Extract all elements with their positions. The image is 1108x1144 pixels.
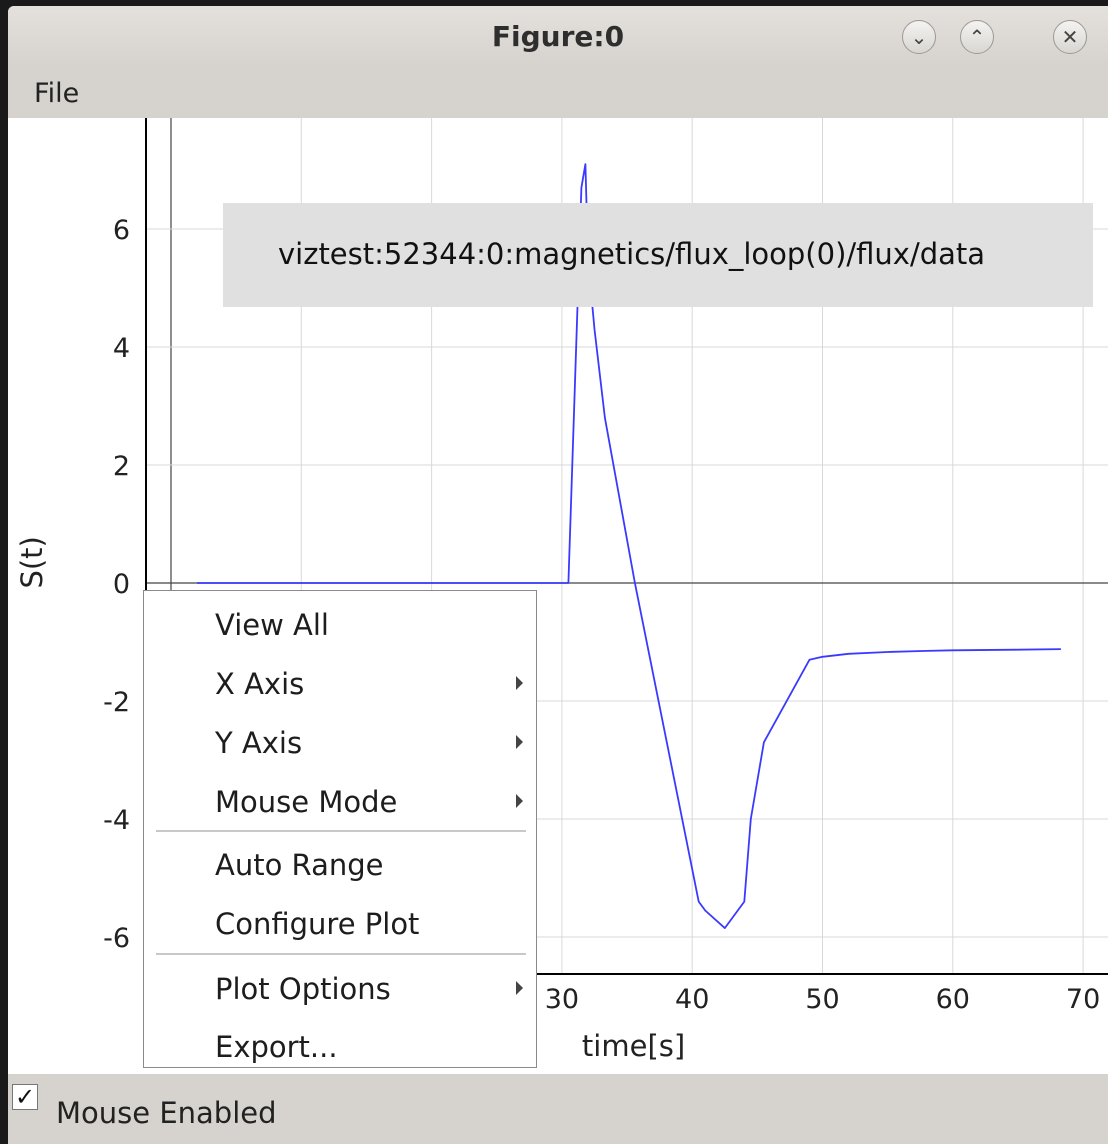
chevron-down-icon: ⌄ (910, 25, 928, 49)
menu-item-plot-options[interactable]: Plot Options (144, 959, 536, 1017)
menu-bar: File (8, 66, 1108, 116)
legend-entry: viztest:52344:0:magnetics/flux_loop(0)/f… (278, 237, 986, 271)
menu-item-x-axis[interactable]: X Axis (144, 654, 536, 712)
y-tick-label: 0 (113, 569, 130, 600)
chart-canvas[interactable]: 6 4 2 0 -2 -4 -6 30 40 50 60 70 time[s] S(t) (8, 118, 1108, 1074)
menu-item-label: Plot Options (215, 972, 391, 1006)
menu-item-label: View All (215, 608, 329, 642)
legend[interactable]: viztest:52344:0:magnetics/flux_loop(0)/f… (223, 203, 1093, 307)
menu-item-label: Configure Plot (215, 907, 420, 941)
maximize-button[interactable]: ⌃ (960, 20, 994, 54)
minimize-button[interactable]: ⌄ (902, 20, 936, 54)
title-bar[interactable]: Figure:0 ⌄ ⌃ ✕ (8, 6, 1108, 66)
submenu-arrow-icon (516, 794, 523, 808)
y-tick-label: 6 (113, 215, 130, 246)
menu-item-label: X Axis (215, 667, 305, 701)
y-axis-label: S(t) (15, 536, 49, 588)
x-tick-label: 60 (936, 984, 970, 1015)
menu-item-label: Export... (215, 1030, 338, 1064)
mouse-enabled-checkbox[interactable]: ✓ (12, 1083, 38, 1111)
submenu-arrow-icon (516, 676, 523, 690)
chevron-up-icon: ⌃ (968, 25, 986, 49)
window-title: Figure:0 (491, 20, 625, 53)
menu-item-configure-plot[interactable]: Configure Plot (144, 894, 536, 952)
context-menu: View All X Axis Y Axis Mouse Mode Auto R… (143, 590, 537, 1068)
x-tick-label: 50 (805, 984, 839, 1015)
menu-file[interactable]: File (34, 78, 80, 109)
menu-item-mouse-mode[interactable]: Mouse Mode (144, 772, 536, 830)
check-icon: ✓ (14, 1083, 36, 1111)
menu-item-view-all[interactable]: View All (144, 595, 536, 653)
y-tick-label: -4 (103, 805, 130, 836)
x-axis-label: time[s] (582, 1029, 685, 1063)
menu-item-auto-range[interactable]: Auto Range (144, 835, 536, 893)
close-button[interactable]: ✕ (1053, 20, 1087, 54)
series-line (197, 163, 1061, 929)
menu-item-label: Mouse Mode (215, 785, 398, 819)
close-icon: ✕ (1061, 25, 1079, 49)
menu-separator (156, 953, 526, 955)
menu-item-y-axis[interactable]: Y Axis (144, 713, 536, 771)
menu-separator (156, 830, 526, 832)
menu-item-export[interactable]: Export... (144, 1017, 536, 1075)
submenu-arrow-icon (516, 981, 523, 995)
x-tick-label: 30 (545, 984, 579, 1015)
mouse-enabled-label: Mouse Enabled (56, 1096, 277, 1130)
submenu-arrow-icon (516, 735, 523, 749)
y-tick-label: 4 (113, 333, 130, 364)
x-tick-label: 70 (1066, 984, 1100, 1015)
x-tick-label: 40 (675, 984, 709, 1015)
menu-item-label: Auto Range (215, 848, 384, 882)
y-tick-label: -2 (103, 687, 130, 718)
y-tick-label: -6 (103, 923, 130, 954)
menu-item-label: Y Axis (215, 726, 303, 760)
y-tick-label: 2 (113, 451, 130, 482)
